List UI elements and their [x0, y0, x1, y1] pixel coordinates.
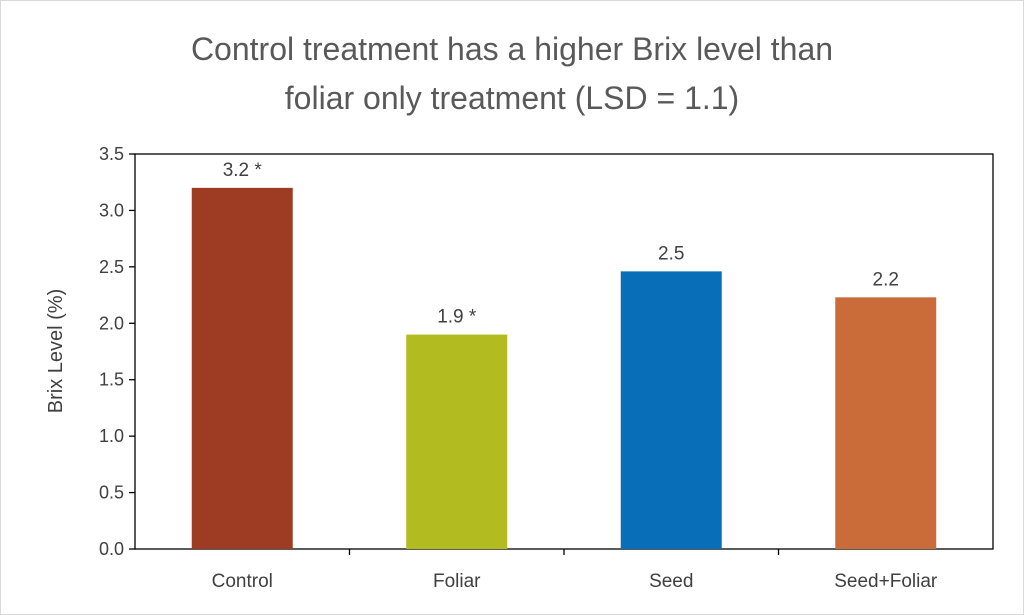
y-tick-label: 1.0	[99, 426, 124, 446]
y-tick-label: 3.5	[99, 144, 124, 164]
chart-title-line-2: foliar only treatment (LSD = 1.1)	[285, 80, 739, 116]
x-tick-label: Control	[212, 571, 273, 592]
data-label: 2.5	[658, 243, 684, 264]
data-label: 3.2 *	[223, 160, 263, 181]
bar	[406, 334, 508, 549]
x-tick-label: Seed	[649, 571, 693, 592]
y-axis-label: Brix Level (%)	[45, 289, 67, 413]
y-tick-label: 2.0	[99, 313, 124, 333]
bar	[191, 187, 293, 549]
y-tick-label: 0.5	[99, 483, 124, 503]
y-tick-label: 1.5	[99, 370, 124, 390]
x-tick-label: Seed+Foliar	[834, 571, 938, 592]
data-label: 1.9 *	[437, 307, 477, 328]
bar	[835, 297, 937, 549]
bar	[620, 271, 722, 549]
y-tick-label: 3.0	[99, 200, 124, 220]
y-tick-label: 0.0	[99, 539, 124, 559]
x-tick-label: Foliar	[433, 571, 481, 592]
plot-area: 0.0 0.5 1.0 1.5 2.0 2.5 3.0 3.5 3.2 * Control 1.9 …	[99, 144, 994, 592]
y-tick-label: 2.5	[99, 257, 124, 277]
data-label: 2.2	[873, 269, 899, 290]
chart-title-line-1: Control treatment has a higher Brix leve…	[191, 31, 833, 67]
